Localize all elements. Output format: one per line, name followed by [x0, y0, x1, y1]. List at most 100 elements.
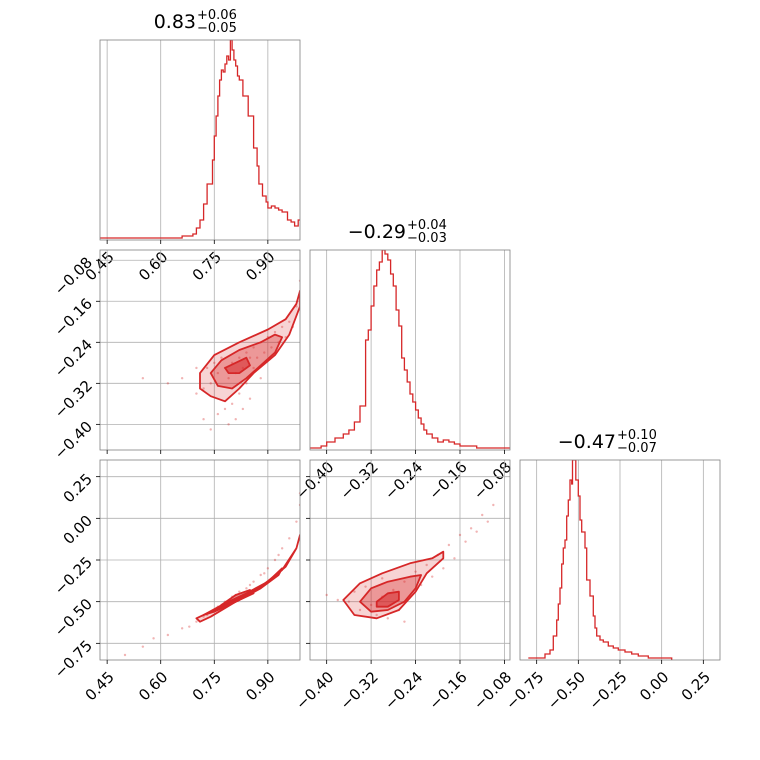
sample-point [475, 530, 478, 533]
x-tick-label: −0.25 [586, 668, 631, 713]
sample-point [223, 407, 227, 411]
sample-point [347, 600, 351, 603]
sample-point [259, 573, 262, 577]
sample-point [431, 575, 434, 578]
hist-p3-plot-area [528, 460, 673, 660]
sample-point [492, 503, 495, 507]
sample-point [336, 598, 339, 602]
histogram-step-line [528, 460, 673, 660]
x-tick-label: −0.50 [544, 668, 589, 713]
sample-point [238, 392, 241, 395]
sample-point [220, 356, 223, 359]
sample-point [464, 540, 467, 543]
histogram-step-line [100, 40, 300, 239]
x-tick-label: −0.16 [426, 458, 471, 503]
sample-point [238, 590, 241, 593]
sample-point [195, 366, 198, 370]
sample-point [273, 558, 277, 562]
x-tick-label: 0.60 [135, 668, 171, 704]
x-tick-label: −0.08 [470, 458, 515, 503]
x-tick-label: −0.24 [381, 458, 426, 503]
sample-point [277, 553, 280, 557]
sample-point [266, 567, 270, 570]
sample-point [392, 588, 395, 592]
sample-point [403, 580, 406, 583]
x-tick-label: 0.90 [242, 668, 278, 704]
x-tick-label: 0.75 [189, 668, 225, 704]
title-lower-error: −0.03 [407, 231, 447, 246]
sample-point [255, 356, 259, 359]
sample-point [141, 377, 145, 380]
scatter-p2-p3-plot-area [325, 503, 495, 623]
sample-point [381, 577, 384, 580]
hist-p2-panel: −0.40 −0.32 −0.24 −0.16 −0.08 −0.29 +0.04−0.03 [292, 218, 515, 503]
x-tick-label: −0.32 [337, 458, 382, 503]
title-lower-error: −0.05 [197, 21, 237, 36]
sample-point [364, 585, 367, 588]
sample-point [325, 593, 328, 597]
hist-p3-panel: −0.75−0.50−0.25 0.00 0.25−0.47 +0.10−0.07 [502, 428, 721, 713]
sample-point [252, 366, 255, 370]
y-tick-label: −0.16 [51, 295, 96, 340]
sample-point [195, 620, 198, 623]
hist-p3-title: −0.47 +0.10−0.07 [558, 428, 657, 456]
x-tick-label: −0.32 [337, 668, 382, 713]
density-contour [195, 534, 300, 623]
sample-point [280, 547, 284, 550]
sample-point [280, 325, 284, 329]
sample-point [202, 418, 205, 421]
y-tick-label: −0.50 [51, 595, 96, 640]
sample-point [245, 587, 248, 590]
sample-point [241, 407, 245, 411]
sample-point [273, 330, 277, 334]
sample-point [248, 583, 252, 587]
x-tick-label: 0.60 [135, 248, 171, 284]
sample-point [270, 346, 273, 349]
x-tick-label: −0.40 [292, 668, 337, 713]
sample-point [180, 377, 184, 380]
y-tick-label: −0.75 [51, 637, 96, 682]
sample-point [166, 633, 170, 637]
sample-point [442, 567, 445, 570]
sample-point [263, 572, 266, 575]
y-tick-label: 0.00 [60, 512, 96, 548]
scatter-p1-p3-panel: 0.45 0.60 0.75 0.90 −0.75−0.50−0.25 0.00 0.25 [51, 459, 301, 704]
sample-point [166, 382, 170, 385]
y-tick-label: −0.25 [51, 553, 96, 598]
scatter-p1-p2-frame [99, 249, 301, 451]
sample-point [209, 428, 212, 431]
density-contour [220, 589, 255, 608]
sample-point [447, 543, 451, 547]
sample-point [458, 533, 462, 537]
sample-point [230, 402, 234, 406]
sample-point [248, 397, 252, 400]
x-tick-label: −0.24 [381, 668, 426, 713]
title-upper-error: +0.10 [617, 428, 657, 443]
hist-p2-plot-area [310, 250, 510, 449]
sample-point [234, 418, 237, 421]
scatter-p1-p3-plot-area [123, 492, 300, 657]
x-tick-label: 0.25 [678, 668, 714, 704]
sample-point [453, 557, 456, 560]
density-contour [375, 590, 400, 608]
hist-p1-title: 0.83 +0.06−0.05 [154, 8, 237, 36]
hist-p1-plot-area [100, 40, 300, 239]
sample-point [180, 627, 184, 630]
density-contour [224, 356, 251, 375]
sample-point [263, 351, 266, 354]
sample-point [259, 377, 262, 380]
sample-point [202, 387, 205, 390]
hist-p1-panel: 0.45 0.60 0.75 0.900.83 +0.06−0.05 [82, 8, 301, 284]
title-value: −0.47 [558, 431, 616, 453]
sample-point [288, 320, 291, 323]
x-tick-label: 0.75 [189, 248, 225, 284]
sample-point [213, 361, 216, 365]
title-upper-error: +0.04 [407, 218, 447, 233]
sample-point [486, 520, 489, 523]
title-upper-error: +0.06 [197, 8, 237, 23]
histogram-step-line [310, 250, 510, 449]
sample-point [195, 392, 198, 395]
sample-point [205, 366, 209, 370]
y-tick-label: 0.25 [60, 470, 96, 506]
